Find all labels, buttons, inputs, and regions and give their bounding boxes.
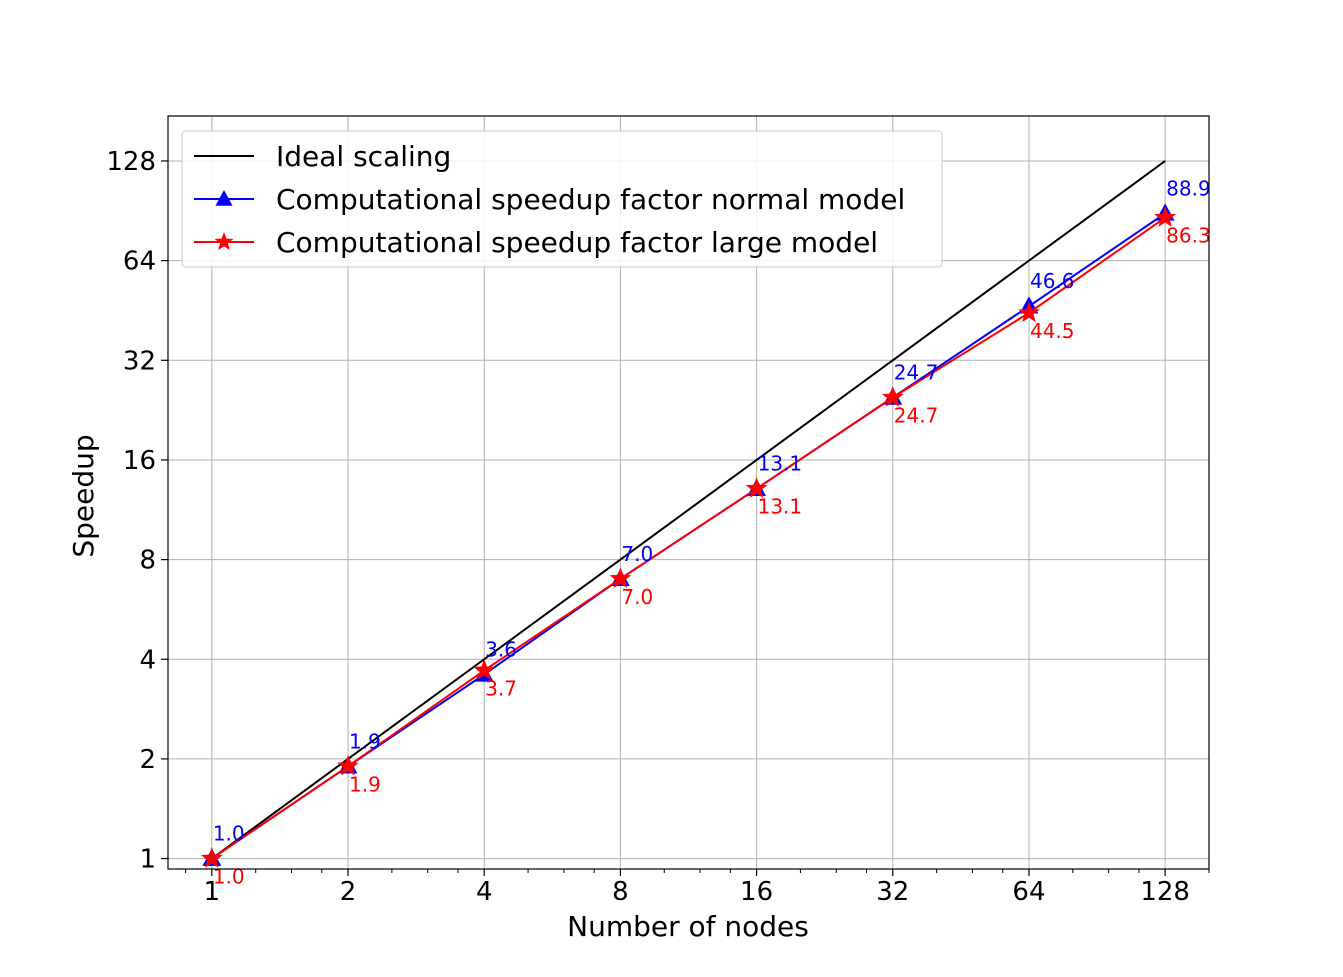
series-group (200, 160, 1177, 868)
y-tick-label: 16 (123, 446, 156, 476)
legend: Ideal scaling Computational speedup facto… (181, 130, 943, 268)
legend-box (181, 130, 943, 268)
data-label: 13.1 (758, 495, 803, 519)
star-marker (473, 659, 496, 680)
minor-ticks (185, 869, 1210, 873)
data-label: 1.9 (349, 772, 381, 796)
legend-label: Ideal scaling (276, 140, 451, 173)
star-marker (609, 567, 632, 589)
y-tick-label: 32 (123, 346, 156, 376)
data-label: 88.9 (1166, 176, 1211, 200)
x-tick-label: 8 (612, 877, 629, 907)
star-marker (200, 847, 223, 868)
data-label: 7.0 (621, 542, 653, 566)
axis-ticks: 1 2 4 8 16 32 64 128 1 2 4 8 16 32 64 128 (106, 147, 1190, 907)
y-tick-label: 4 (139, 645, 156, 675)
data-label: 24.7 (894, 404, 939, 428)
data-label: 44.5 (1030, 319, 1075, 343)
x-tick-label: 1 (204, 877, 221, 907)
data-label: 86.3 (1166, 224, 1211, 248)
data-label: 3.6 (485, 637, 517, 661)
y-axis-label: Speedup (67, 434, 100, 557)
x-tick-label: 128 (1140, 877, 1190, 907)
x-tick-label: 32 (876, 877, 909, 907)
x-tick-label: 2 (340, 877, 357, 907)
data-labels: 1.01.93.67.013.124.746.688.91.01.93.77.0… (213, 176, 1211, 888)
x-axis-label: Number of nodes (567, 910, 809, 943)
data-label: 46.6 (1030, 269, 1075, 293)
star-marker (1154, 206, 1177, 227)
data-label: 1.0 (213, 822, 245, 846)
legend-star-marker (214, 232, 234, 251)
data-label: 13.1 (758, 452, 803, 476)
y-tick-label: 128 (106, 147, 156, 177)
star-marker (745, 477, 768, 498)
data-label: 24.7 (894, 361, 939, 385)
series-line-2 (211, 216, 1166, 860)
legend-label: Computational speedup factor large model (276, 226, 878, 259)
y-tick-label: 2 (139, 745, 156, 775)
data-label: 3.7 (485, 676, 517, 700)
data-label: 7.0 (621, 585, 653, 609)
data-label: 1.9 (349, 729, 381, 753)
x-tick-label: 4 (476, 877, 493, 907)
star-marker (337, 754, 359, 776)
y-tick-label: 8 (139, 546, 156, 576)
series-line-0 (211, 160, 1166, 860)
legend-triangle-marker (215, 190, 233, 206)
y-tick-label: 64 (123, 247, 156, 277)
x-tick-label: 16 (740, 877, 773, 907)
y-tick-label: 1 (139, 845, 156, 875)
x-tick-label: 64 (1012, 877, 1045, 907)
plot-frame (167, 115, 1210, 870)
legend-label: Computational speedup factor normal mode… (276, 183, 905, 216)
star-marker (881, 386, 904, 407)
star-marker (1018, 301, 1040, 323)
